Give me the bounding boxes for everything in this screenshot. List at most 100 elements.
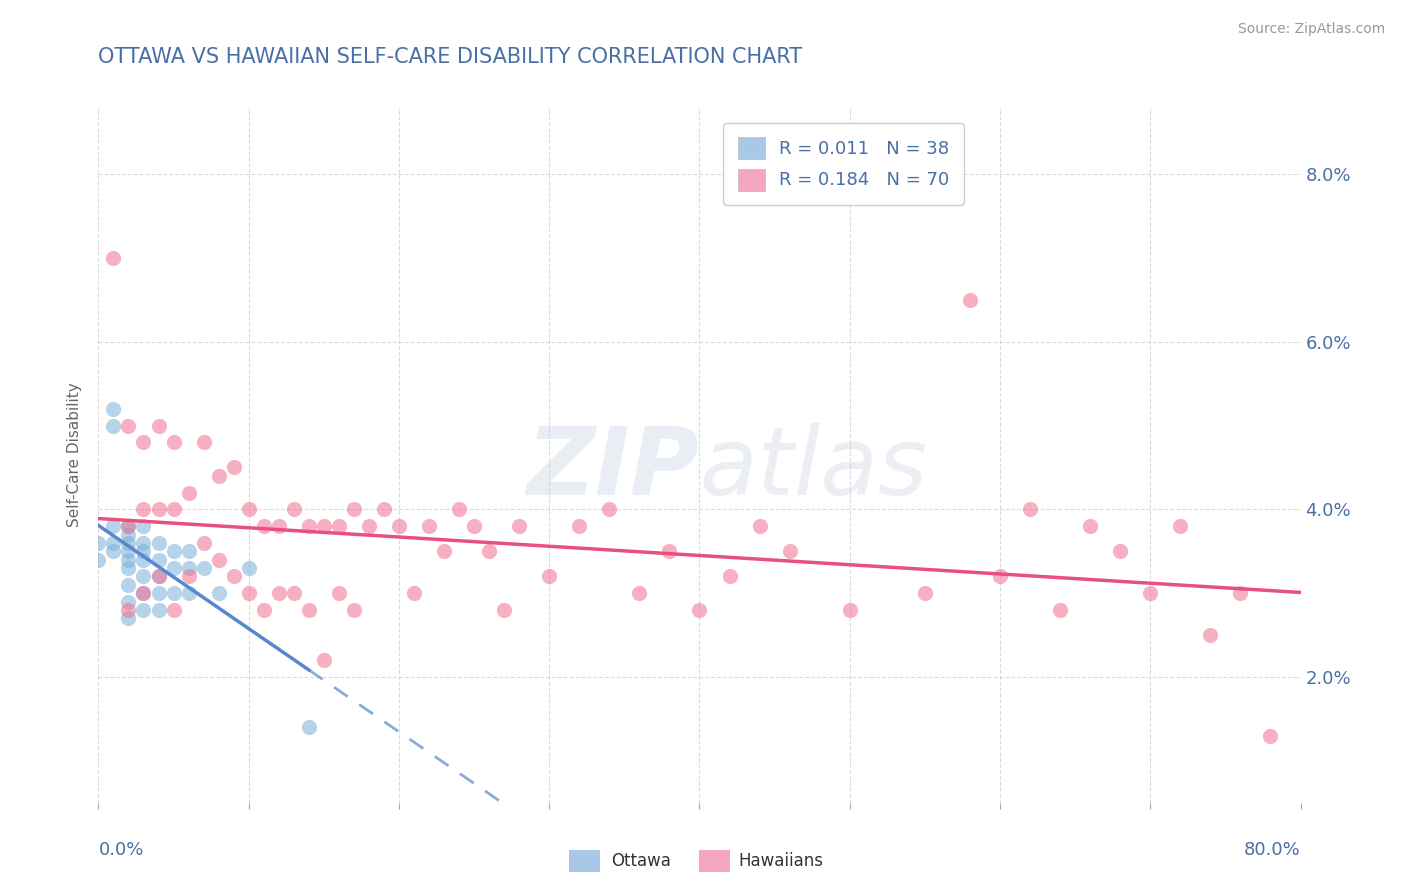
Legend: R = 0.011   N = 38, R = 0.184   N = 70: R = 0.011 N = 38, R = 0.184 N = 70: [724, 123, 965, 205]
Text: 0.0%: 0.0%: [98, 841, 143, 859]
Point: [959, 293, 981, 307]
Point: [103, 519, 125, 533]
Point: [177, 544, 200, 558]
Point: [463, 519, 485, 533]
Point: [177, 569, 200, 583]
Point: [447, 502, 470, 516]
Point: [253, 519, 276, 533]
Point: [779, 544, 801, 558]
Point: [343, 502, 366, 516]
Point: [148, 502, 170, 516]
Point: [162, 586, 184, 600]
Point: [838, 603, 860, 617]
Point: [1109, 544, 1132, 558]
Point: [148, 569, 170, 583]
Point: [267, 586, 290, 600]
Point: [253, 603, 276, 617]
Point: [162, 603, 184, 617]
Text: Source: ZipAtlas.com: Source: ZipAtlas.com: [1237, 22, 1385, 37]
Point: [177, 485, 200, 500]
Point: [132, 544, 155, 558]
Text: Hawaiians: Hawaiians: [738, 852, 823, 870]
Point: [658, 544, 681, 558]
Point: [117, 519, 139, 533]
Point: [117, 611, 139, 625]
Point: [238, 502, 260, 516]
Point: [162, 435, 184, 450]
Point: [328, 519, 350, 533]
Point: [388, 519, 411, 533]
Point: [1260, 729, 1282, 743]
Point: [117, 544, 139, 558]
Point: [312, 653, 335, 667]
Point: [298, 603, 321, 617]
Point: [208, 552, 231, 566]
Point: [117, 519, 139, 533]
Point: [193, 435, 215, 450]
Point: [117, 561, 139, 575]
Point: [132, 435, 155, 450]
Point: [117, 594, 139, 608]
Point: [177, 561, 200, 575]
Point: [208, 468, 231, 483]
Point: [193, 536, 215, 550]
Point: [343, 603, 366, 617]
Point: [148, 552, 170, 566]
Point: [628, 586, 651, 600]
Point: [148, 536, 170, 550]
Point: [162, 561, 184, 575]
Point: [117, 527, 139, 541]
Text: ZIP: ZIP: [527, 423, 700, 515]
Point: [193, 561, 215, 575]
Point: [132, 586, 155, 600]
Point: [177, 586, 200, 600]
Point: [402, 586, 425, 600]
Point: [1139, 586, 1161, 600]
Point: [148, 586, 170, 600]
Point: [238, 561, 260, 575]
Point: [914, 586, 936, 600]
Point: [1049, 603, 1071, 617]
Point: [103, 418, 125, 433]
Point: [478, 544, 501, 558]
Point: [208, 586, 231, 600]
Point: [238, 586, 260, 600]
Point: [132, 603, 155, 617]
Point: [494, 603, 516, 617]
Point: [87, 552, 110, 566]
Point: [357, 519, 380, 533]
Point: [87, 536, 110, 550]
Point: [283, 586, 305, 600]
Point: [298, 519, 321, 533]
Text: Ottawa: Ottawa: [612, 852, 672, 870]
Text: OTTAWA VS HAWAIIAN SELF-CARE DISABILITY CORRELATION CHART: OTTAWA VS HAWAIIAN SELF-CARE DISABILITY …: [98, 47, 803, 67]
Point: [433, 544, 456, 558]
Point: [132, 552, 155, 566]
Point: [162, 544, 184, 558]
Point: [1078, 519, 1101, 533]
Point: [117, 552, 139, 566]
Point: [148, 418, 170, 433]
Point: [508, 519, 530, 533]
Point: [568, 519, 591, 533]
Point: [117, 536, 139, 550]
Point: [148, 569, 170, 583]
Text: atlas: atlas: [700, 424, 928, 515]
Point: [312, 519, 335, 533]
Point: [162, 502, 184, 516]
Point: [132, 502, 155, 516]
Point: [117, 578, 139, 592]
Text: 80.0%: 80.0%: [1244, 841, 1301, 859]
Point: [132, 569, 155, 583]
Point: [132, 536, 155, 550]
Point: [117, 603, 139, 617]
Point: [298, 720, 321, 734]
Point: [222, 460, 245, 475]
Point: [373, 502, 395, 516]
Point: [132, 586, 155, 600]
Point: [538, 569, 561, 583]
Point: [1019, 502, 1042, 516]
Point: [1170, 519, 1192, 533]
Point: [148, 603, 170, 617]
Point: [103, 401, 125, 416]
